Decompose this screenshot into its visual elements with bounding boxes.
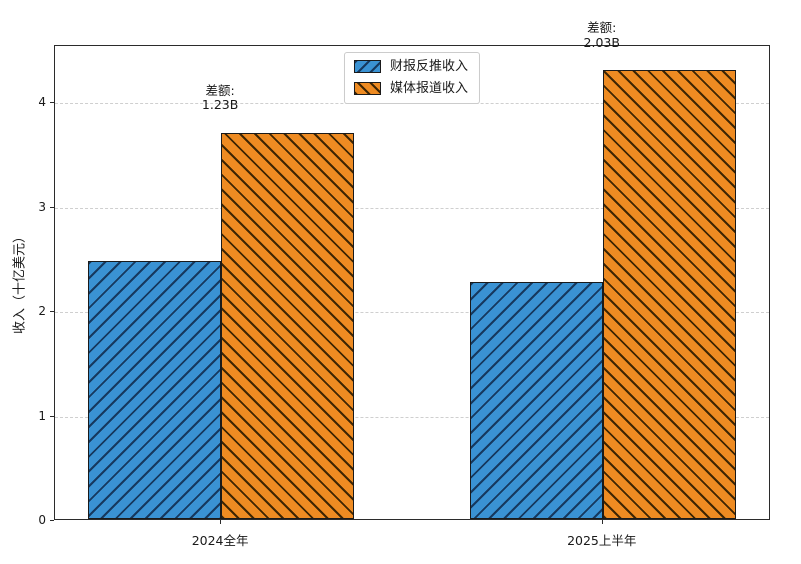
gridline-y3 (55, 207, 769, 209)
y-tick-mark-1 (50, 415, 54, 417)
annotation-line: 差额: (205, 82, 235, 98)
x-tick-label-0: 2024全年 (191, 533, 249, 548)
y-tick-label-2: 2 (38, 304, 46, 319)
y-tick-label-4: 4 (38, 95, 46, 110)
legend-label: 媒体报道收入 (389, 81, 469, 96)
legend-swatch-icon (353, 82, 381, 95)
gridline-y1 (55, 416, 769, 418)
gridline-y2 (55, 312, 769, 314)
legend-swatch-icon (353, 60, 381, 73)
x-tick-mark-1 (601, 520, 603, 524)
legend-label: 财报反推收入 (389, 59, 469, 74)
y-axis-title: 收入（十亿美元） (12, 229, 28, 335)
x-tick-label-1: 2025上半年 (567, 533, 637, 548)
y-tick-label-1: 1 (38, 408, 46, 423)
y-tick-label-3: 3 (38, 199, 46, 214)
y-tick-mark-0 (50, 520, 54, 521)
difference-annotation-1: 差额: 2.03B (584, 21, 620, 50)
y-tick-mark-2 (50, 311, 54, 313)
y-tick-mark-3 (50, 206, 54, 208)
difference-annotation-0: 差额: 1.23B (201, 82, 239, 113)
bar-series0-group1 (469, 282, 603, 519)
bar-series0-group0 (88, 261, 222, 519)
bar-series1-group1 (602, 70, 736, 519)
legend-item-0: 财报反推收入 (353, 59, 469, 74)
annotation-line: 1.23B (201, 97, 239, 113)
x-tick-mark-0 (220, 520, 222, 524)
bar-series1-group0 (221, 132, 355, 519)
y-tick-mark-4 (50, 102, 54, 104)
annotation-line: 2.03B (583, 34, 620, 50)
legend: 财报反推收入 媒体报道收入 (343, 52, 481, 104)
plot-area: 财报反推收入 媒体报道收入 (54, 45, 770, 520)
legend-item-1: 媒体报道收入 (353, 81, 469, 96)
annotation-line: 差额: (587, 20, 617, 36)
y-tick-label-0: 0 (38, 513, 46, 527)
